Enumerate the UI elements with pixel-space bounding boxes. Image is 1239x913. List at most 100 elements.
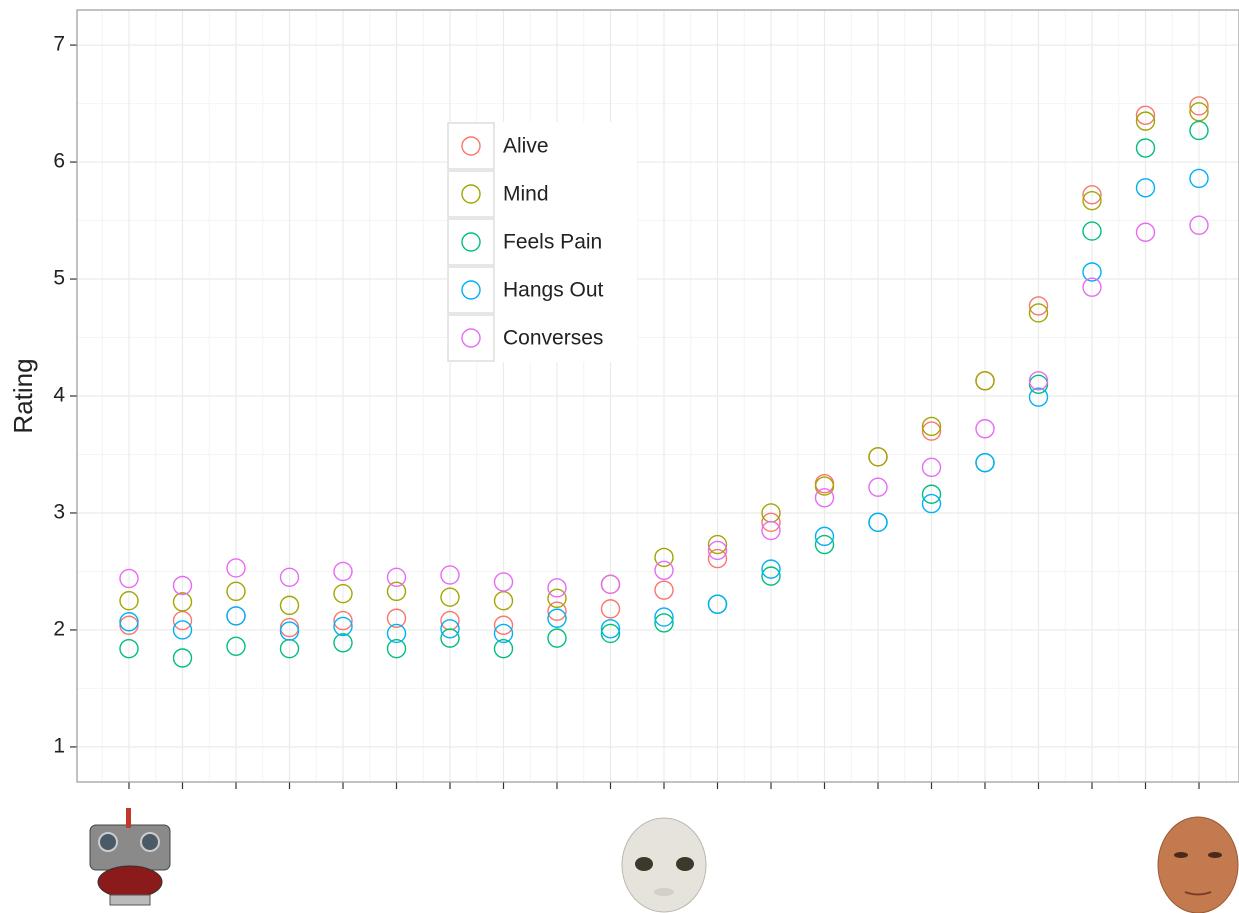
point bbox=[1135, 138, 1156, 158]
point bbox=[1189, 215, 1209, 235]
legend-marker bbox=[461, 136, 481, 156]
point bbox=[493, 638, 514, 659]
y-tick-label: 6 bbox=[53, 150, 65, 173]
point bbox=[868, 512, 888, 533]
point bbox=[1135, 105, 1156, 125]
point bbox=[547, 628, 567, 648]
point bbox=[654, 613, 674, 633]
point bbox=[172, 620, 193, 640]
point bbox=[761, 559, 781, 579]
point bbox=[547, 608, 567, 628]
point bbox=[1028, 371, 1049, 391]
mask-image bbox=[621, 817, 707, 913]
legend-marker bbox=[461, 184, 481, 204]
point bbox=[921, 484, 942, 504]
legend: Alive Mind Feels Pain Hangs Out Converses bbox=[447, 122, 637, 362]
point bbox=[600, 574, 621, 595]
legend-marker bbox=[461, 328, 481, 348]
point bbox=[119, 612, 139, 632]
legend-key bbox=[447, 266, 495, 314]
point bbox=[921, 416, 942, 437]
legend-label: Feels Pain bbox=[503, 231, 602, 254]
point bbox=[440, 565, 460, 585]
point bbox=[1189, 96, 1209, 116]
point bbox=[119, 568, 139, 589]
point bbox=[279, 621, 300, 641]
point bbox=[654, 607, 674, 627]
point bbox=[172, 648, 193, 668]
point bbox=[333, 561, 353, 582]
point bbox=[654, 560, 674, 580]
point bbox=[1082, 185, 1102, 205]
point bbox=[1028, 387, 1049, 407]
y-tick-label: 4 bbox=[53, 384, 65, 407]
legend-key bbox=[447, 122, 495, 170]
point bbox=[547, 578, 567, 598]
point bbox=[386, 638, 407, 659]
point bbox=[386, 567, 407, 588]
legend-key bbox=[447, 314, 495, 362]
point bbox=[119, 590, 139, 611]
point bbox=[547, 601, 567, 621]
legend-label: Hangs Out bbox=[503, 279, 604, 302]
point bbox=[440, 619, 460, 639]
point bbox=[814, 476, 835, 496]
point bbox=[1082, 190, 1102, 211]
point bbox=[600, 619, 621, 639]
point bbox=[172, 610, 193, 631]
point bbox=[921, 457, 942, 478]
plot-area: 1 2 3 4 5 6 7 bbox=[53, 9, 1239, 789]
legend-marker bbox=[461, 232, 481, 252]
point bbox=[1135, 178, 1156, 198]
point bbox=[172, 592, 193, 612]
point bbox=[386, 581, 407, 602]
point bbox=[386, 623, 407, 644]
point bbox=[707, 540, 728, 561]
point bbox=[440, 628, 460, 648]
point bbox=[814, 534, 835, 555]
human-face-image bbox=[1157, 816, 1239, 913]
point bbox=[1135, 222, 1156, 242]
legend-label: Converses bbox=[503, 327, 603, 350]
point bbox=[761, 520, 781, 541]
point bbox=[279, 567, 300, 588]
point bbox=[600, 623, 621, 644]
point bbox=[172, 575, 193, 596]
point bbox=[868, 447, 888, 467]
y-tick-label: 2 bbox=[53, 617, 65, 640]
point bbox=[1189, 102, 1209, 122]
point bbox=[761, 566, 781, 586]
point bbox=[707, 594, 728, 614]
point bbox=[1028, 296, 1049, 316]
point bbox=[814, 488, 835, 508]
point bbox=[975, 419, 995, 439]
point bbox=[1135, 111, 1156, 131]
point bbox=[1189, 120, 1209, 141]
point bbox=[868, 477, 888, 497]
y-tick-label: 5 bbox=[53, 267, 65, 290]
point bbox=[547, 588, 567, 609]
robot-image bbox=[89, 808, 171, 906]
point bbox=[600, 599, 621, 619]
y-axis-label: Rating bbox=[8, 358, 38, 433]
point bbox=[119, 638, 139, 659]
legend-key bbox=[447, 218, 495, 266]
point bbox=[1082, 262, 1102, 282]
point bbox=[761, 512, 781, 533]
point bbox=[707, 534, 728, 555]
point bbox=[707, 548, 728, 569]
point bbox=[975, 371, 995, 391]
point bbox=[921, 493, 942, 514]
point bbox=[493, 590, 514, 611]
point bbox=[333, 610, 353, 631]
legend-marker bbox=[461, 280, 481, 300]
point bbox=[493, 615, 514, 635]
point bbox=[921, 421, 942, 441]
point bbox=[1082, 277, 1102, 297]
y-tick-label: 3 bbox=[53, 501, 65, 524]
point bbox=[493, 623, 514, 644]
point bbox=[226, 636, 246, 657]
point bbox=[333, 616, 353, 637]
point bbox=[386, 608, 407, 628]
